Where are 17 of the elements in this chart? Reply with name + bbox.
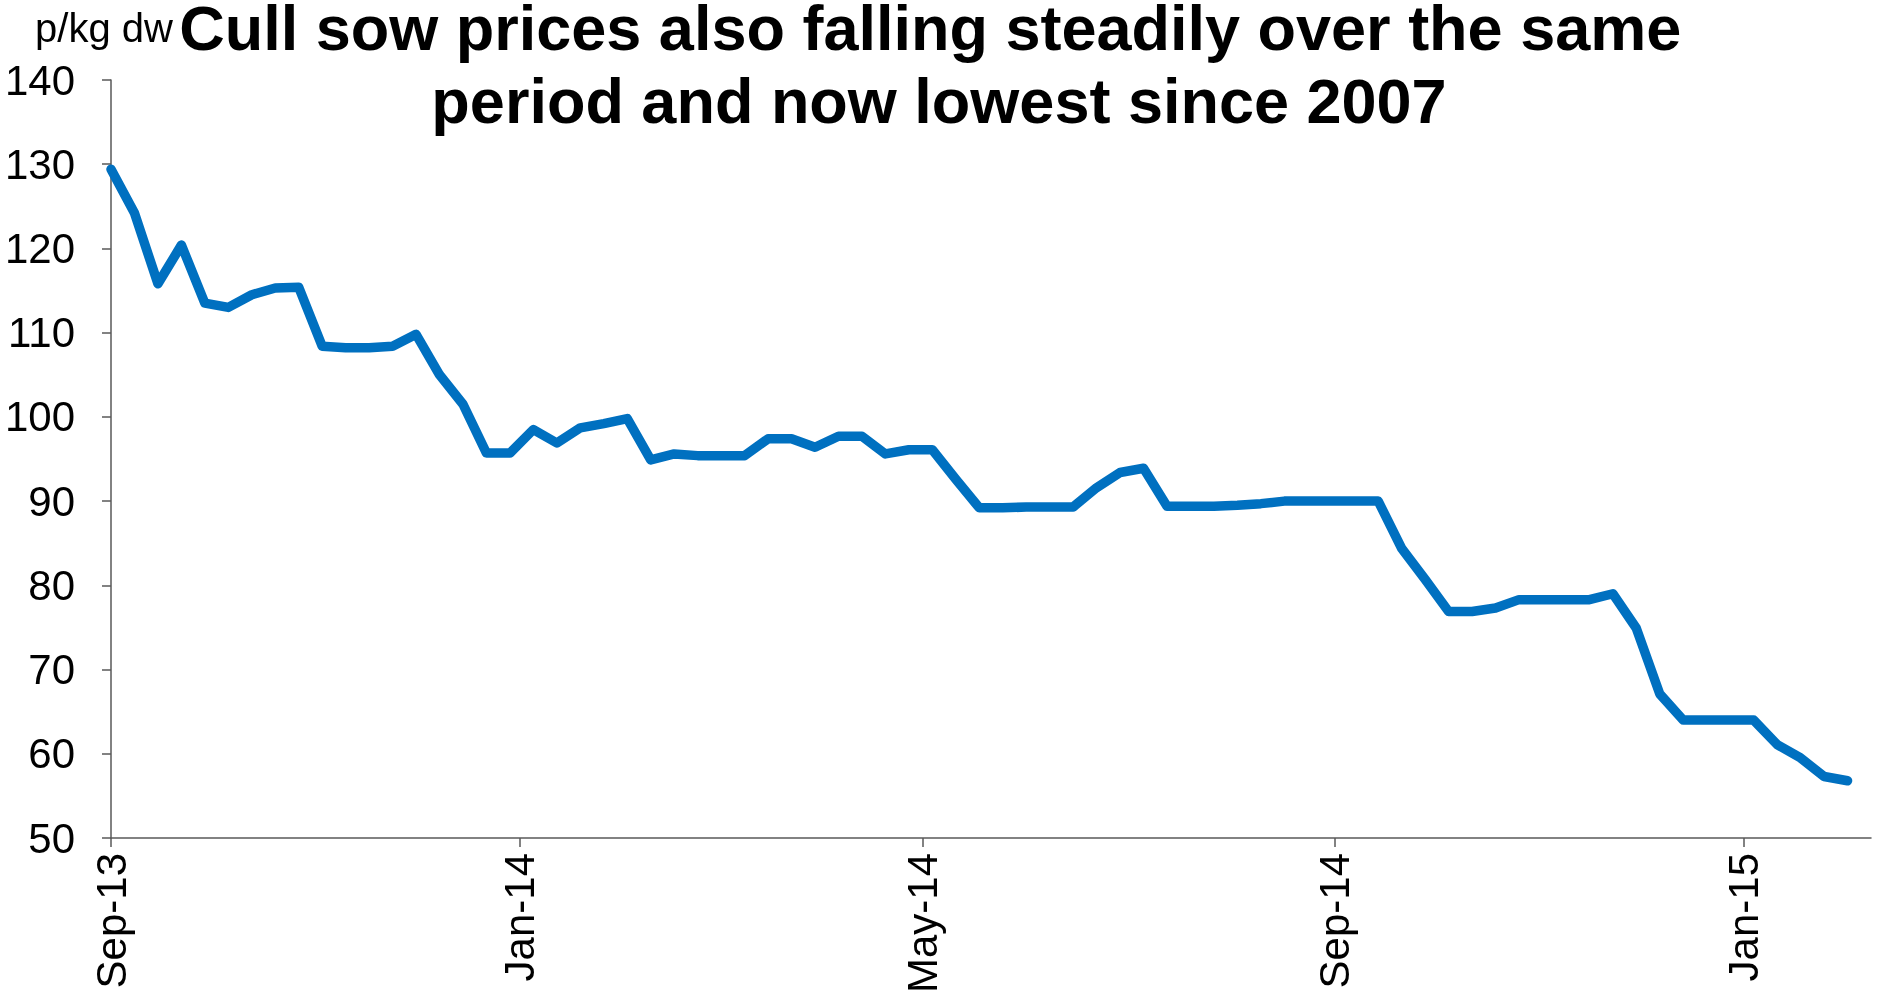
- y-axis-title: p/kg dw: [35, 6, 174, 50]
- x-tick-label: Sep-14: [1311, 853, 1359, 989]
- y-tick-label: 90: [28, 477, 75, 525]
- y-tick-label: 120: [4, 224, 75, 272]
- y-tick-label: 100: [4, 393, 75, 441]
- x-tick-label: Jan-14: [496, 853, 544, 982]
- y-tick-label: 110: [8, 309, 75, 357]
- x-tick-label: Jan-15: [1720, 853, 1768, 982]
- y-tick-label: 80: [28, 561, 75, 609]
- y-tick-label: 50: [28, 814, 75, 862]
- y-tick-label: 70: [28, 646, 75, 694]
- y-tick-label: 140: [4, 56, 75, 104]
- x-tick-label: May-14: [898, 853, 946, 994]
- chart-title: Cull sow prices also falling steadily over the same period and now lowest since 2007: [179, 0, 1699, 136]
- y-tick-label: 60: [28, 730, 75, 778]
- x-tick-label: Sep-13: [87, 853, 135, 989]
- y-tick-label: 130: [4, 140, 75, 188]
